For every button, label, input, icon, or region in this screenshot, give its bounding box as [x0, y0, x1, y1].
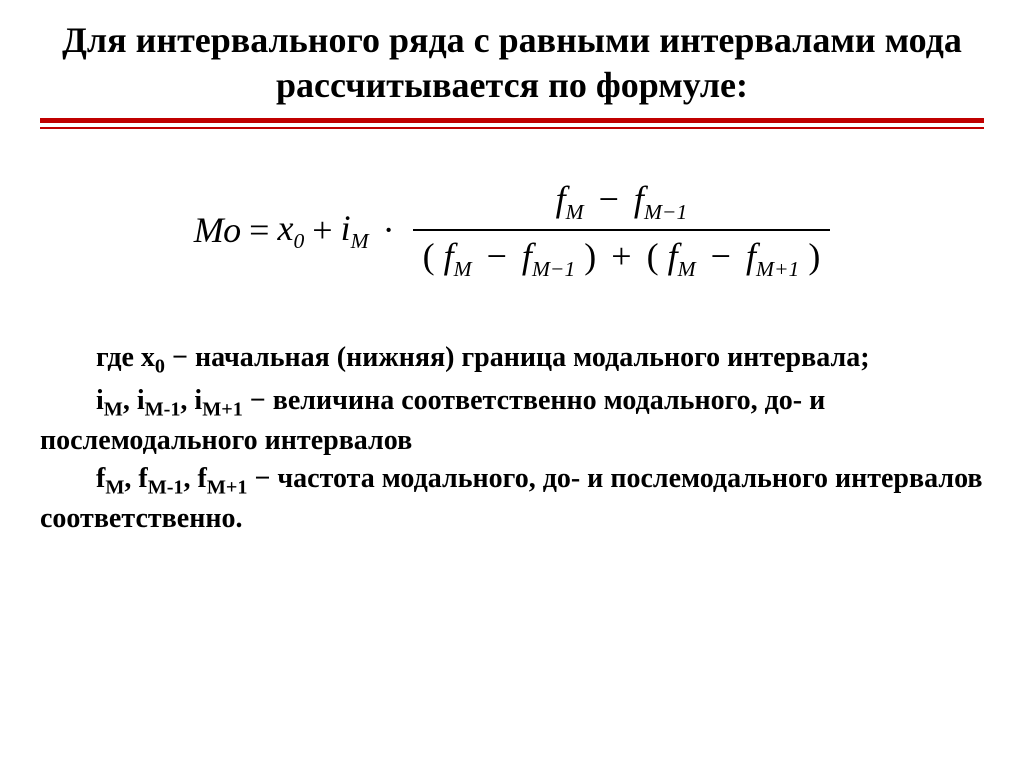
line1-pre: где: [96, 342, 141, 373]
fraction: fM − fM−1 ( fM − fM−1 ) + ( fM − fM+1 ): [413, 176, 831, 284]
line1-sym: x: [141, 342, 155, 373]
den-close2: ): [808, 236, 820, 276]
var-i: i: [341, 208, 351, 248]
den-f1-sub: M: [454, 257, 472, 281]
l3-s1-sub: M: [105, 477, 124, 499]
formula-lhs: Мо: [194, 209, 241, 251]
l2-c2: ,: [180, 385, 194, 416]
slide: Для интервального ряда с равными интерва…: [0, 0, 1024, 767]
den-f2-sub: M−1: [532, 257, 575, 281]
l3-c2: ,: [184, 463, 198, 494]
l2-s1-sub: M: [104, 398, 123, 420]
l2-s3-sub: M+1: [202, 398, 243, 420]
var-mo: Мо: [194, 210, 241, 250]
l3-s2: f: [138, 463, 147, 494]
rule-bottom: [40, 127, 984, 129]
sub-m: M: [351, 229, 369, 253]
line1-post: − начальная (нижняя) граница модального …: [165, 342, 870, 373]
den-f4-sub: M+1: [756, 257, 799, 281]
fraction-bar: [413, 229, 831, 231]
l2-s2-sub: M-1: [145, 398, 181, 420]
den-f2: f: [522, 236, 532, 276]
mode-formula: Мо = x0 + iM · fM − fM−1 ( fM: [194, 176, 831, 284]
num-f1-sub: M: [566, 200, 584, 224]
line1-sub: 0: [155, 356, 165, 378]
denominator: ( fM − fM−1 ) + ( fM − fM+1 ): [413, 233, 831, 284]
term-x0: x0: [277, 207, 304, 254]
den-close1: ): [584, 236, 596, 276]
l3-s3-sub: M+1: [207, 477, 248, 499]
num-minus: −: [599, 179, 619, 219]
var-x: x: [277, 208, 293, 248]
l3-s1: f: [96, 463, 105, 494]
body-text: где x0 − начальная (нижняя) граница мода…: [40, 340, 984, 537]
rule-top: [40, 118, 984, 123]
l2-c1: ,: [123, 385, 137, 416]
den-open1: (: [423, 236, 435, 276]
den-f3: f: [668, 236, 678, 276]
formula-region: Мо = x0 + iM · fM − fM−1 ( fM: [40, 176, 984, 284]
numerator: fM − fM−1: [546, 176, 698, 227]
l3-c1: ,: [124, 463, 138, 494]
l3-s2-sub: M-1: [148, 477, 184, 499]
l2-s2: i: [137, 385, 145, 416]
definition-i: iM, iM-1, iM+1 − величина соответственно…: [40, 383, 984, 459]
title-underline: [40, 118, 984, 132]
eq-sign: =: [249, 209, 269, 251]
num-f1: f: [556, 179, 566, 219]
den-minus2: −: [711, 236, 731, 276]
l2-s1: i: [96, 385, 104, 416]
den-f1: f: [444, 236, 454, 276]
definition-x0: где x0 − начальная (нижняя) граница мода…: [40, 340, 984, 380]
l3-s3: f: [198, 463, 207, 494]
den-open2: (: [647, 236, 659, 276]
slide-title: Для интервального ряда с равными интерва…: [40, 18, 984, 108]
den-plus: +: [611, 236, 631, 276]
den-f4: f: [746, 236, 756, 276]
l2-post: − величина соответственно модального, до…: [40, 385, 825, 456]
num-f2-sub: M−1: [644, 200, 687, 224]
den-f3-sub: M: [678, 257, 696, 281]
dot-sign: ·: [383, 209, 395, 251]
den-minus1: −: [487, 236, 507, 276]
plus-sign: +: [312, 209, 332, 251]
definition-f: fM, fM-1, fM+1 − частота модального, до-…: [40, 461, 984, 537]
term-iM: iM: [341, 207, 369, 254]
num-f2: f: [634, 179, 644, 219]
sub-0: 0: [293, 229, 304, 253]
